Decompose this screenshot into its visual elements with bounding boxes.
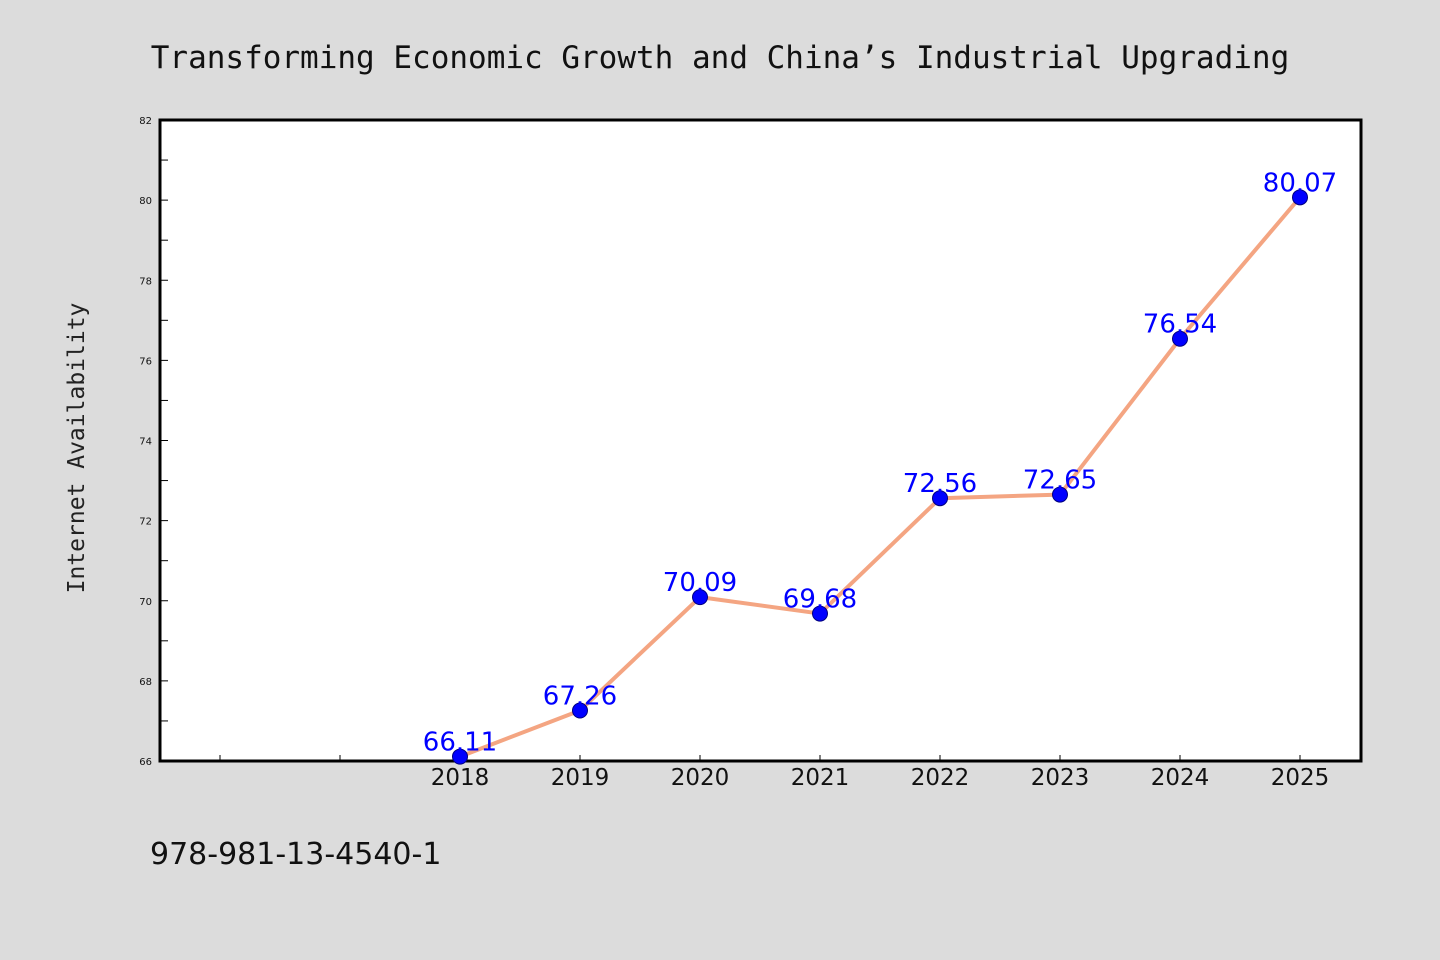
series-layer [452,189,1308,765]
data-point [1292,189,1308,206]
x-tick-label: 2023 [1031,765,1090,791]
data-point [1052,486,1068,503]
series-line [458,195,1302,759]
y-axis-label: Internet Availability [64,303,90,594]
x-tick-label: 2019 [551,765,610,791]
data-point [812,605,828,622]
plot-area [158,118,1363,763]
y-tick-label: 76 [139,356,152,367]
x-tick-label: 2018 [431,765,490,791]
data-label: 66.11 [423,728,497,758]
data-point [692,589,708,606]
x-tick-label: 2020 [671,765,730,791]
data-label: 69.68 [783,585,857,615]
y-tick-label: 80 [139,196,152,207]
y-axis-ticks: 66 68 70 72 74 76 78 80 82 [139,116,168,768]
y-tick-label: 70 [139,597,152,608]
y-tick-label: 66 [139,757,152,768]
data-label: 67.26 [543,682,617,712]
x-tick-label: 2022 [911,765,970,791]
data-label: 76.54 [1143,310,1217,340]
isbn-footer: 978-981-13-4540-1 [150,837,441,872]
data-label: 72.65 [1023,466,1097,496]
data-label: 70.09 [663,568,737,598]
y-tick-label: 72 [139,517,152,528]
data-point [1172,330,1188,347]
data-label: 72.56 [903,469,977,499]
y-tick-label: 68 [139,677,152,688]
chart-title: Transforming Economic Growth and China’s… [151,40,1289,76]
x-tick-label: 2024 [1151,765,1210,791]
data-label-layer: 66.11 67.26 70.09 69.68 72.56 72.65 76.54 80.07 [423,168,1337,757]
x-tick-label: 2025 [1271,765,1330,791]
y-tick-label: 82 [139,116,152,127]
x-tick-label: 2021 [791,765,850,791]
data-label: 80.07 [1263,168,1337,198]
data-point [932,490,948,507]
data-point [572,702,588,719]
data-point [452,748,468,765]
y-tick-label: 74 [139,437,152,448]
y-tick-label: 78 [139,276,152,287]
